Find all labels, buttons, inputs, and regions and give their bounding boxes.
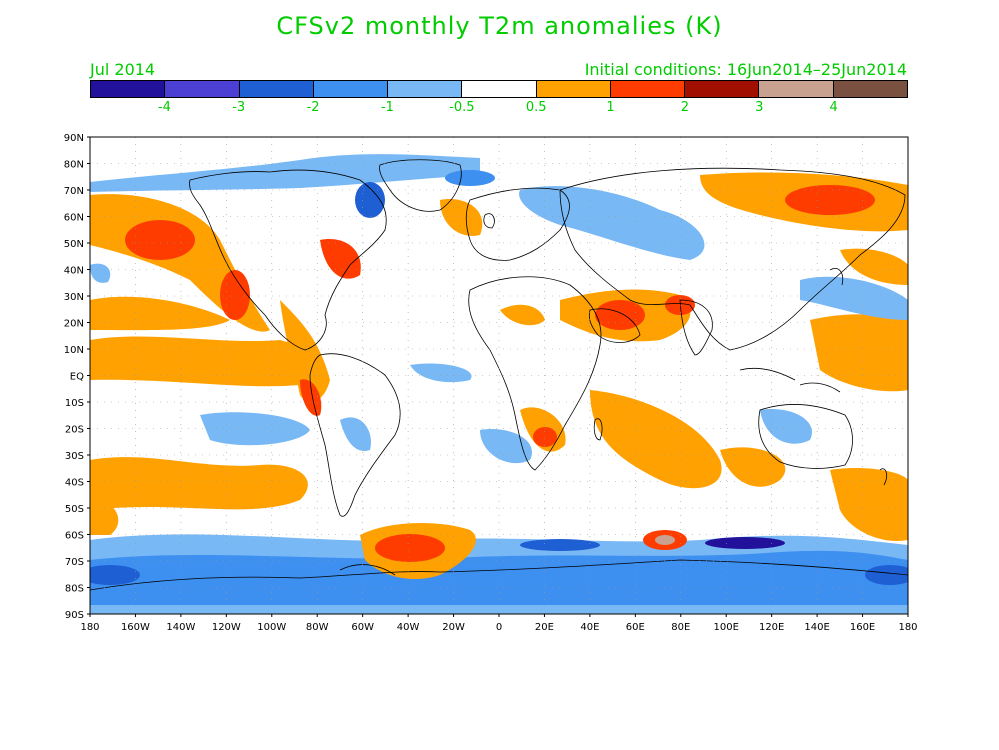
colorbar-swatch bbox=[685, 81, 760, 97]
longitude-label: 20W bbox=[442, 622, 465, 633]
latitude-label: 20N bbox=[64, 319, 84, 330]
colorbar-label: 1 bbox=[606, 100, 615, 115]
latitude-label: 50S bbox=[65, 504, 84, 515]
colorbar-label: -0.5 bbox=[449, 100, 475, 115]
latitude-label: 90N bbox=[64, 133, 84, 144]
longitude-label: 180 bbox=[80, 622, 99, 633]
longitude-label: 160W bbox=[121, 622, 150, 633]
colorbar-label: -4 bbox=[157, 100, 171, 115]
latitude-label: 80S bbox=[65, 584, 84, 595]
graticule bbox=[90, 137, 908, 614]
map-title: CFSv2 monthly T2m anomalies (K) bbox=[276, 12, 723, 40]
longitude-label: 0 bbox=[496, 622, 502, 633]
latitude-label: 10S bbox=[65, 398, 84, 409]
colorbar-swatch bbox=[165, 81, 240, 97]
longitude-label: 20E bbox=[535, 622, 554, 633]
colorbar-swatch bbox=[313, 81, 389, 97]
colorbar-label: 2 bbox=[680, 100, 690, 115]
longitude-label: 120W bbox=[212, 622, 241, 633]
latitude-label: 80N bbox=[64, 160, 84, 171]
initial-conditions: Initial conditions: 16Jun2014–25Jun2014 bbox=[584, 60, 907, 79]
longitude-label: 140E bbox=[804, 622, 829, 633]
longitude-label: 140W bbox=[166, 622, 195, 633]
colorbar-swatch bbox=[759, 81, 834, 97]
longitude-label: 160E bbox=[850, 622, 875, 633]
colorbar-swatch bbox=[91, 81, 166, 97]
latitude-label: 30N bbox=[64, 292, 84, 303]
latitude-label: 10N bbox=[64, 345, 84, 356]
longitude-label: 100E bbox=[714, 622, 739, 633]
longitude-label: 100W bbox=[257, 622, 286, 633]
colorbar-label: -1 bbox=[380, 100, 394, 115]
latitude-label: 60N bbox=[64, 213, 84, 224]
latitude-label: 70S bbox=[65, 557, 84, 568]
colorbar-swatch bbox=[388, 81, 463, 97]
latitude-label: 50N bbox=[64, 239, 84, 250]
colorbar-label: 0.5 bbox=[525, 100, 547, 115]
latitude-label: 20S bbox=[65, 425, 84, 436]
colorbar-labels: -4 -3 -2 -1 -0.5 0.5 1 2 3 4 bbox=[90, 100, 908, 118]
colorbar bbox=[90, 80, 908, 98]
latitude-label: 40N bbox=[64, 266, 84, 277]
longitude-label: 40E bbox=[580, 622, 599, 633]
longitude-label: 40W bbox=[397, 622, 420, 633]
longitude-label: 60W bbox=[351, 622, 374, 633]
latitude-labels: 90N 80N 70N 60N 50N 40N 30N 20N 10N EQ 10S 20S 30S 40… bbox=[64, 133, 90, 621]
longitude-label: 80W bbox=[306, 622, 329, 633]
colorbar-swatch bbox=[833, 81, 907, 97]
colorbar-label: 4 bbox=[829, 100, 838, 115]
longitude-label: 180 bbox=[898, 622, 917, 633]
colorbar-swatch bbox=[239, 81, 314, 97]
colorbar-label: -2 bbox=[306, 100, 320, 115]
colorbar-swatch bbox=[536, 81, 611, 97]
latitude-label: 40S bbox=[65, 478, 84, 489]
colorbar-label: 3 bbox=[755, 100, 764, 115]
latitude-label: 30S bbox=[65, 451, 84, 462]
colorbar-swatch bbox=[462, 81, 537, 97]
latitude-label: 90S bbox=[65, 610, 84, 621]
coastlines bbox=[90, 159, 908, 591]
anomaly-fields bbox=[90, 154, 908, 614]
longitude-label: 60E bbox=[626, 622, 645, 633]
latitude-label: 60S bbox=[65, 531, 84, 542]
colorbar-swatch bbox=[610, 81, 686, 97]
colorbar-label: -3 bbox=[232, 100, 246, 115]
longitude-labels: 180 160W 140W 120W 100W 80W 60W 40W 20W 0 20E 40E 60… bbox=[80, 614, 918, 633]
latitude-label: EQ bbox=[70, 372, 84, 383]
latitude-label: 70N bbox=[64, 186, 84, 197]
longitude-label: 120E bbox=[759, 622, 784, 633]
forecast-month: Jul 2014 bbox=[90, 60, 156, 79]
longitude-label: 80E bbox=[671, 622, 690, 633]
